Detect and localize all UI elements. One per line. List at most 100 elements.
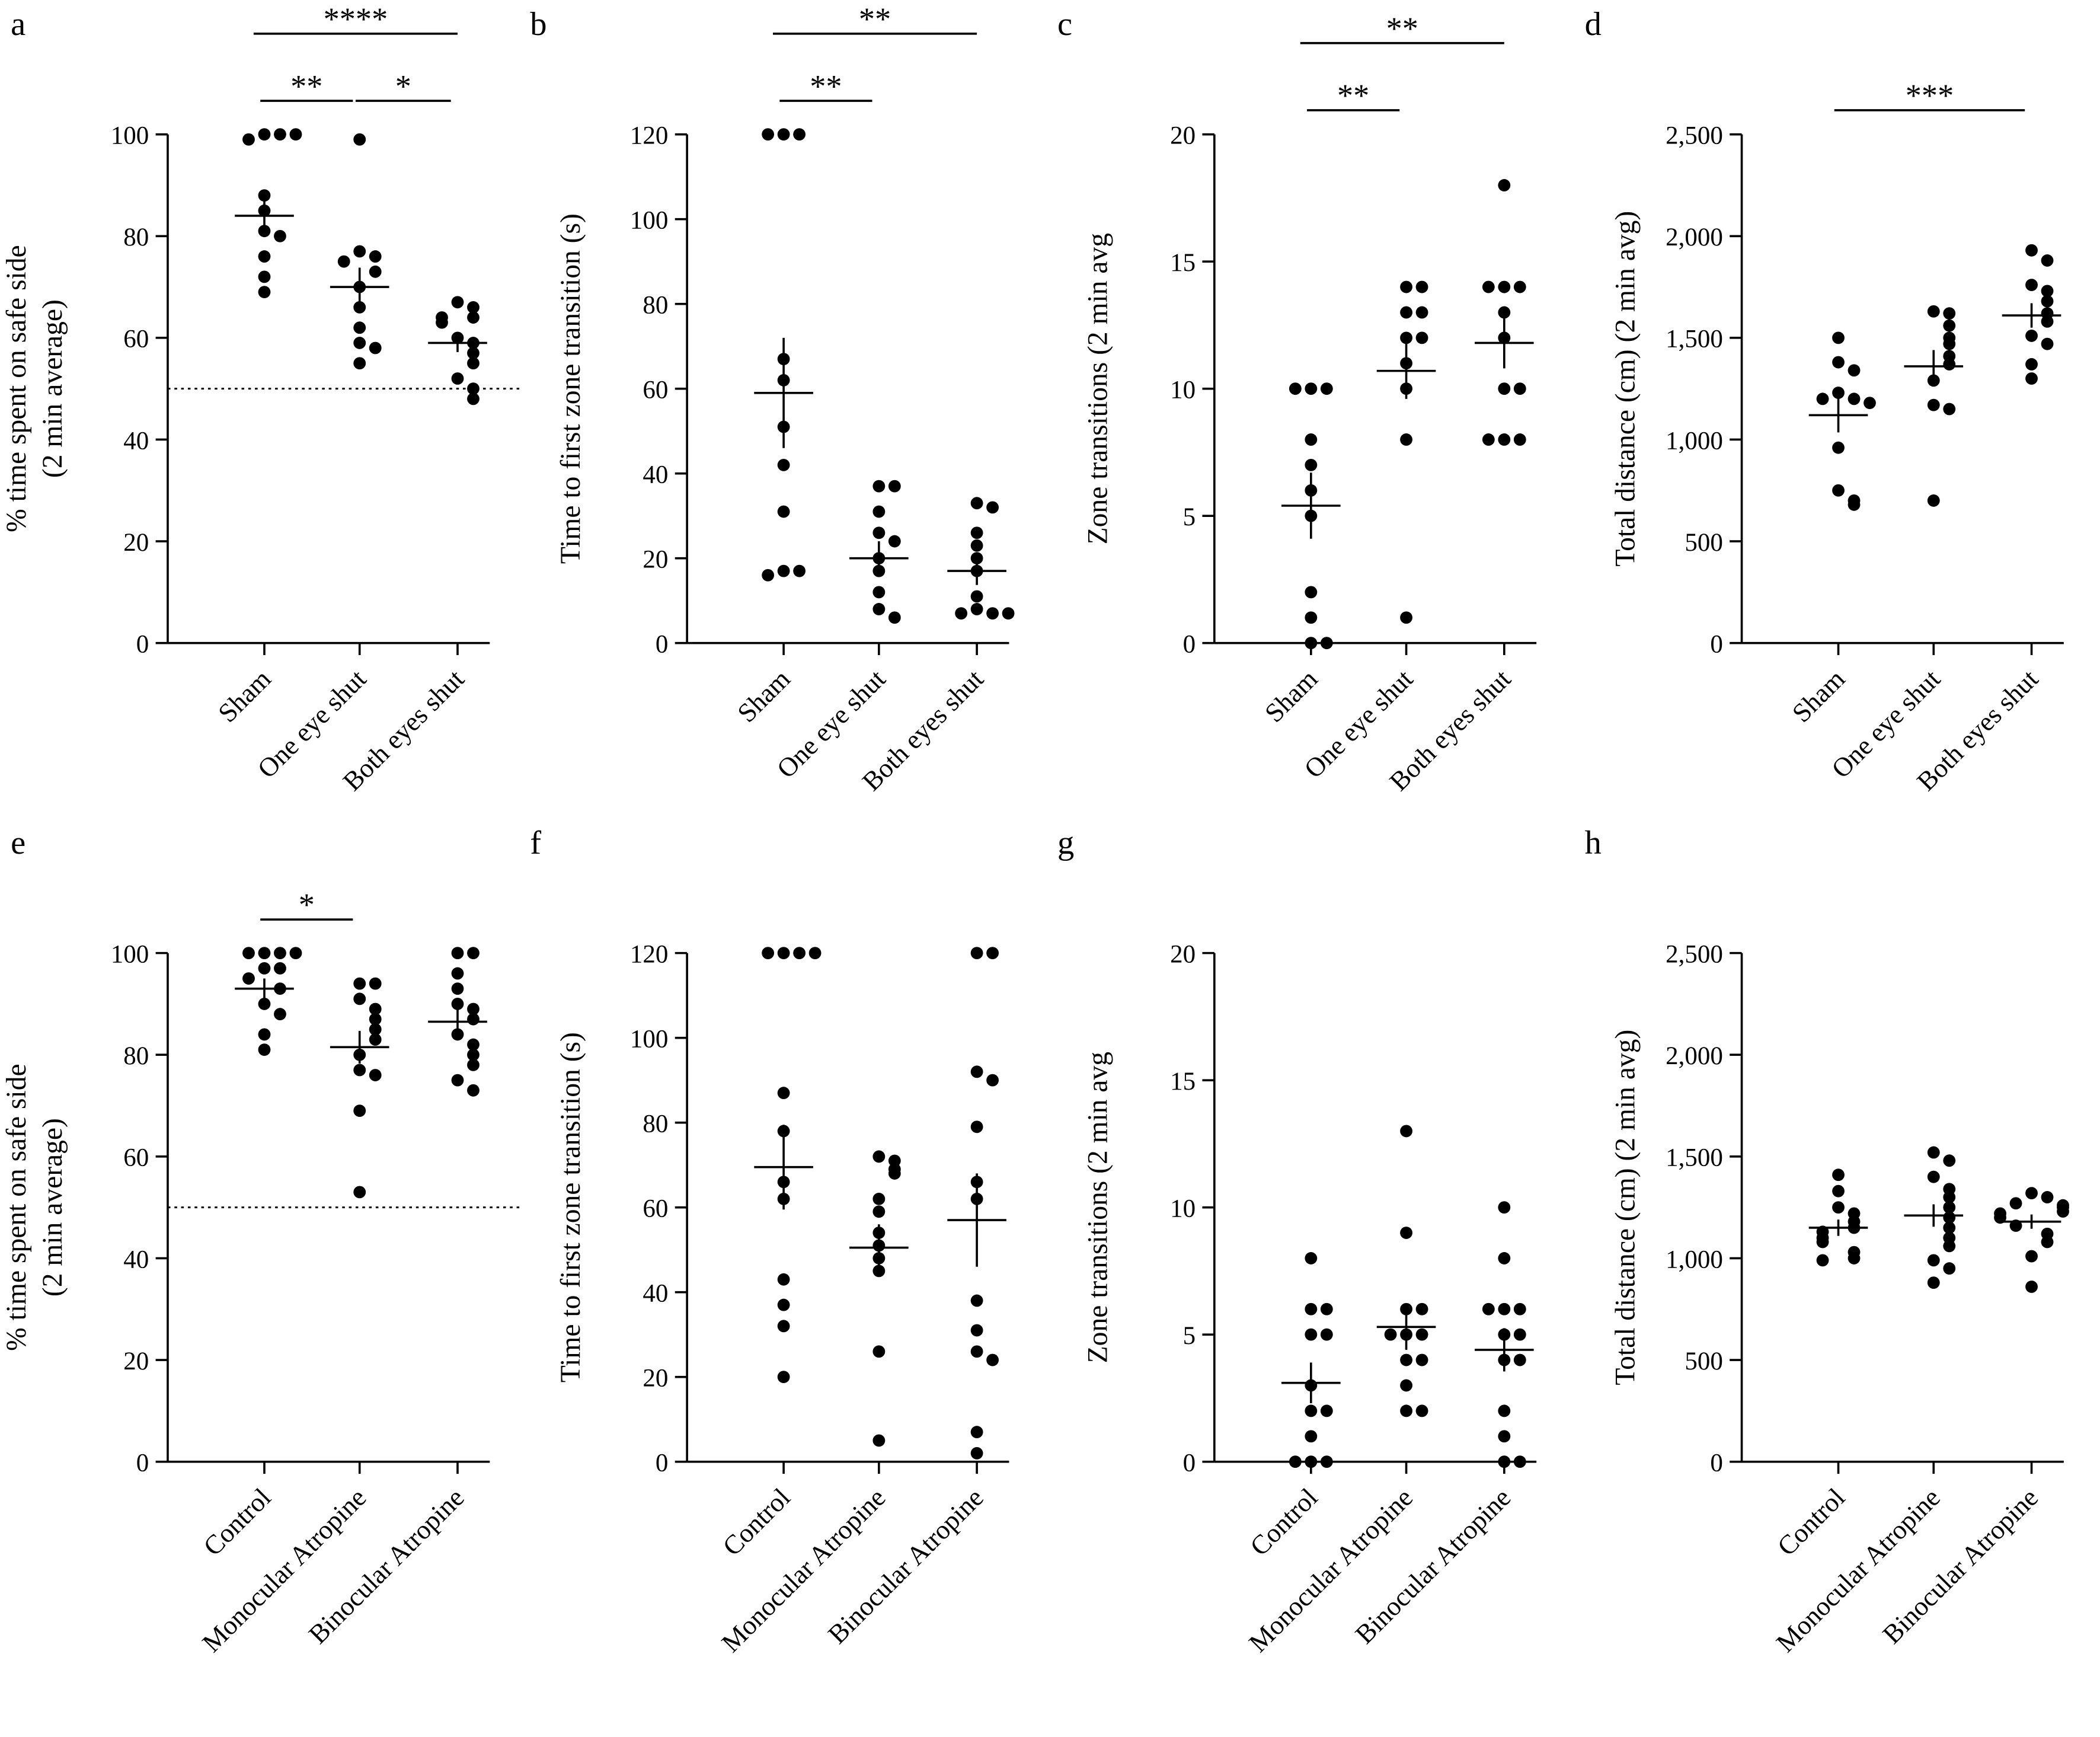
y-tick-label: 1,000 xyxy=(1666,427,1723,455)
y-axis-label: Time to first zone transition (s) xyxy=(555,213,586,564)
y-tick-label: 120 xyxy=(630,122,669,149)
data-point xyxy=(467,1058,480,1071)
data-point xyxy=(467,392,480,405)
data-point xyxy=(1305,1302,1318,1315)
data-point xyxy=(467,1084,480,1097)
data-point xyxy=(1320,1328,1333,1341)
data-point xyxy=(451,296,464,309)
data-point xyxy=(1832,1184,1845,1198)
panel: e % time spent on safe side (2 min average… xyxy=(1,825,523,1658)
data-point xyxy=(1832,484,1845,497)
data-point xyxy=(872,1345,886,1358)
y-tick-label: 1,500 xyxy=(1666,1144,1723,1172)
x-tick-label: Sham xyxy=(1786,664,1850,728)
y-tick-label: 40 xyxy=(643,1279,668,1307)
data-point xyxy=(1400,1379,1412,1392)
data-point xyxy=(1513,1353,1526,1366)
data-point xyxy=(955,607,968,620)
y-axis-label: Time to first zone transition (s) xyxy=(555,1032,586,1382)
data-point xyxy=(258,1043,271,1056)
data-point xyxy=(369,265,382,278)
y-tick-label: 80 xyxy=(123,223,149,251)
data-point xyxy=(1943,1221,1956,1234)
data-point xyxy=(1289,382,1302,395)
y-tick-label: 20 xyxy=(123,1348,149,1375)
data-point xyxy=(1927,398,1940,411)
data-point xyxy=(1320,1404,1333,1417)
x-tick-label: Monocular Atropine xyxy=(197,1483,372,1658)
panel-label: h xyxy=(1585,825,1602,861)
y-tick-label: 0 xyxy=(656,1449,669,1477)
data-point xyxy=(872,1205,886,1218)
data-point xyxy=(793,128,806,141)
data-point xyxy=(1927,1254,1940,1267)
data-point xyxy=(1305,458,1318,471)
data-point xyxy=(1415,1302,1428,1315)
panel: h Total distance (cm) (2 min avg) 0 500 1,00… xyxy=(1585,825,2069,1658)
data-point xyxy=(1305,611,1318,624)
data-point xyxy=(1305,1430,1318,1443)
y-tick-label: 40 xyxy=(123,1246,149,1273)
y-tick-label: 100 xyxy=(630,1025,669,1053)
data-point xyxy=(970,590,983,603)
y-tick-label: 0 xyxy=(1183,1449,1196,1477)
y-tick-label: 60 xyxy=(123,325,149,353)
data-point xyxy=(777,1087,790,1099)
y-axis-label: Total distance (cm) (2 min avg) xyxy=(1610,1030,1641,1385)
data-point xyxy=(1400,306,1412,319)
data-point xyxy=(777,564,790,577)
data-point xyxy=(1832,1168,1845,1182)
data-point xyxy=(1943,319,1956,332)
data-point xyxy=(1943,1201,1956,1214)
data-point xyxy=(970,1345,983,1358)
data-point xyxy=(1305,1252,1318,1265)
panel-label: a xyxy=(11,6,25,43)
data-point xyxy=(1927,305,1940,318)
data-point xyxy=(1927,1146,1940,1159)
data-point xyxy=(970,1447,983,1460)
y-tick-label: 20 xyxy=(643,546,668,574)
data-point xyxy=(1305,637,1318,650)
data-point xyxy=(436,316,448,329)
x-tick-label: Monocular Atropine xyxy=(716,1483,891,1658)
data-point xyxy=(258,286,271,299)
x-tick-label: Control xyxy=(1244,1483,1323,1562)
y-tick-label: 500 xyxy=(1685,1348,1723,1375)
data-point xyxy=(258,1028,271,1041)
panel: b Time to first zone transition (s) 0 20 40 6… xyxy=(530,1,1015,797)
y-tick-label: 80 xyxy=(643,292,668,320)
data-point xyxy=(1498,1252,1511,1265)
y-tick-label: 2,000 xyxy=(1666,223,1723,251)
data-point xyxy=(970,603,983,615)
data-point xyxy=(2041,315,2054,328)
data-point xyxy=(369,1069,382,1081)
data-point xyxy=(1400,1125,1412,1138)
data-point xyxy=(1498,1430,1511,1443)
y-axis-label: Zone transitions (2 min avg xyxy=(1083,1052,1114,1363)
data-point xyxy=(467,382,480,395)
significance-label: ** xyxy=(1386,11,1418,46)
data-point xyxy=(1816,392,1829,405)
data-point xyxy=(2057,1205,2069,1218)
y-tick-label: 0 xyxy=(656,631,669,659)
data-point xyxy=(872,526,886,539)
data-point xyxy=(467,347,480,360)
significance-label: ** xyxy=(859,1,891,37)
data-point xyxy=(369,250,382,263)
data-point xyxy=(1289,1455,1302,1468)
data-point xyxy=(1400,433,1412,446)
y-tick-label: 80 xyxy=(123,1042,149,1070)
data-point xyxy=(1305,1328,1318,1341)
y-tick-label: 40 xyxy=(643,461,668,489)
y-tick-label: 100 xyxy=(111,940,149,968)
data-point xyxy=(1943,358,1956,371)
y-tick-label: 0 xyxy=(1710,631,1723,659)
data-point xyxy=(353,133,366,146)
data-point xyxy=(1305,382,1318,395)
data-point xyxy=(289,947,302,960)
data-point xyxy=(762,947,775,960)
data-point xyxy=(258,128,271,141)
data-point xyxy=(2041,285,2054,298)
x-tick-label: Control xyxy=(717,1483,796,1562)
